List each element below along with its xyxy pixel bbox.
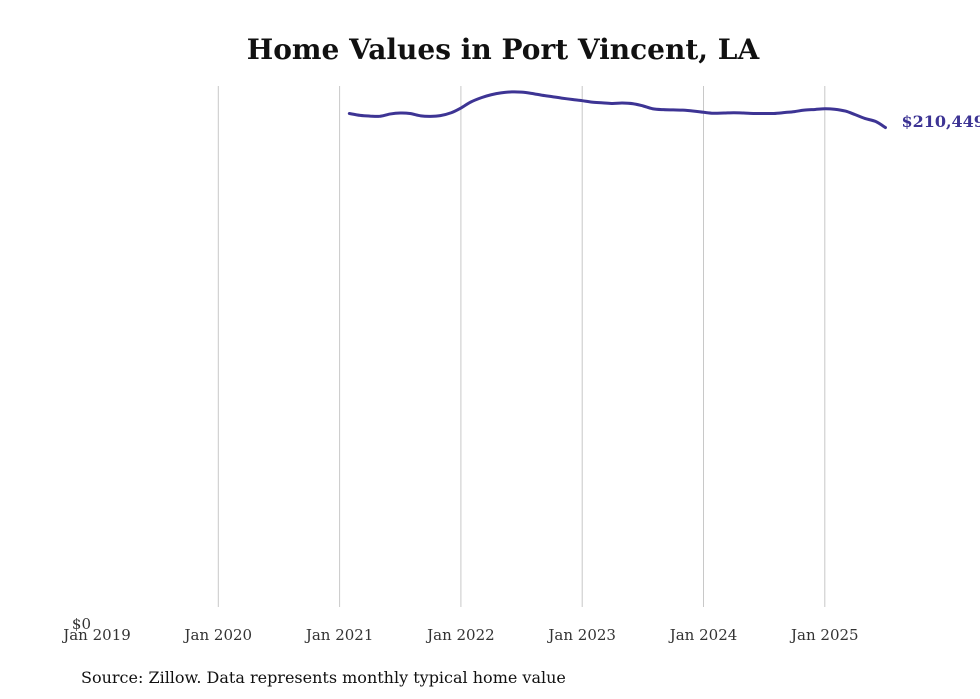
series-layer <box>347 90 887 130</box>
y-axis-ticks: $0 <box>72 615 91 633</box>
x-tick-label: Jan 2023 <box>546 626 616 644</box>
end-labels: $210,449 <box>901 112 980 131</box>
x-tick-label: Jan 2025 <box>789 626 859 644</box>
x-axis-ticks: Jan 2019 Jan 2020 Jan 2021 Jan 2022 Jan 2023… <box>61 626 858 644</box>
chart-title: Home Values in Port Vincent, LA <box>246 33 760 66</box>
x-tick-label: Jan 2022 <box>425 626 495 644</box>
series-line-0 <box>347 90 887 130</box>
x-tick-label: Jan 2024 <box>668 626 738 644</box>
gridlines <box>217 86 826 607</box>
x-tick-label: Jan 2020 <box>183 626 253 644</box>
y-tick-label: $0 <box>72 615 91 633</box>
x-tick-label: Jan 2019 <box>61 626 131 644</box>
x-tick-label: Jan 2021 <box>304 626 374 644</box>
end-value-label: $210,449 <box>901 112 980 131</box>
source-note: Source: Zillow. Data represents monthly … <box>81 668 566 687</box>
